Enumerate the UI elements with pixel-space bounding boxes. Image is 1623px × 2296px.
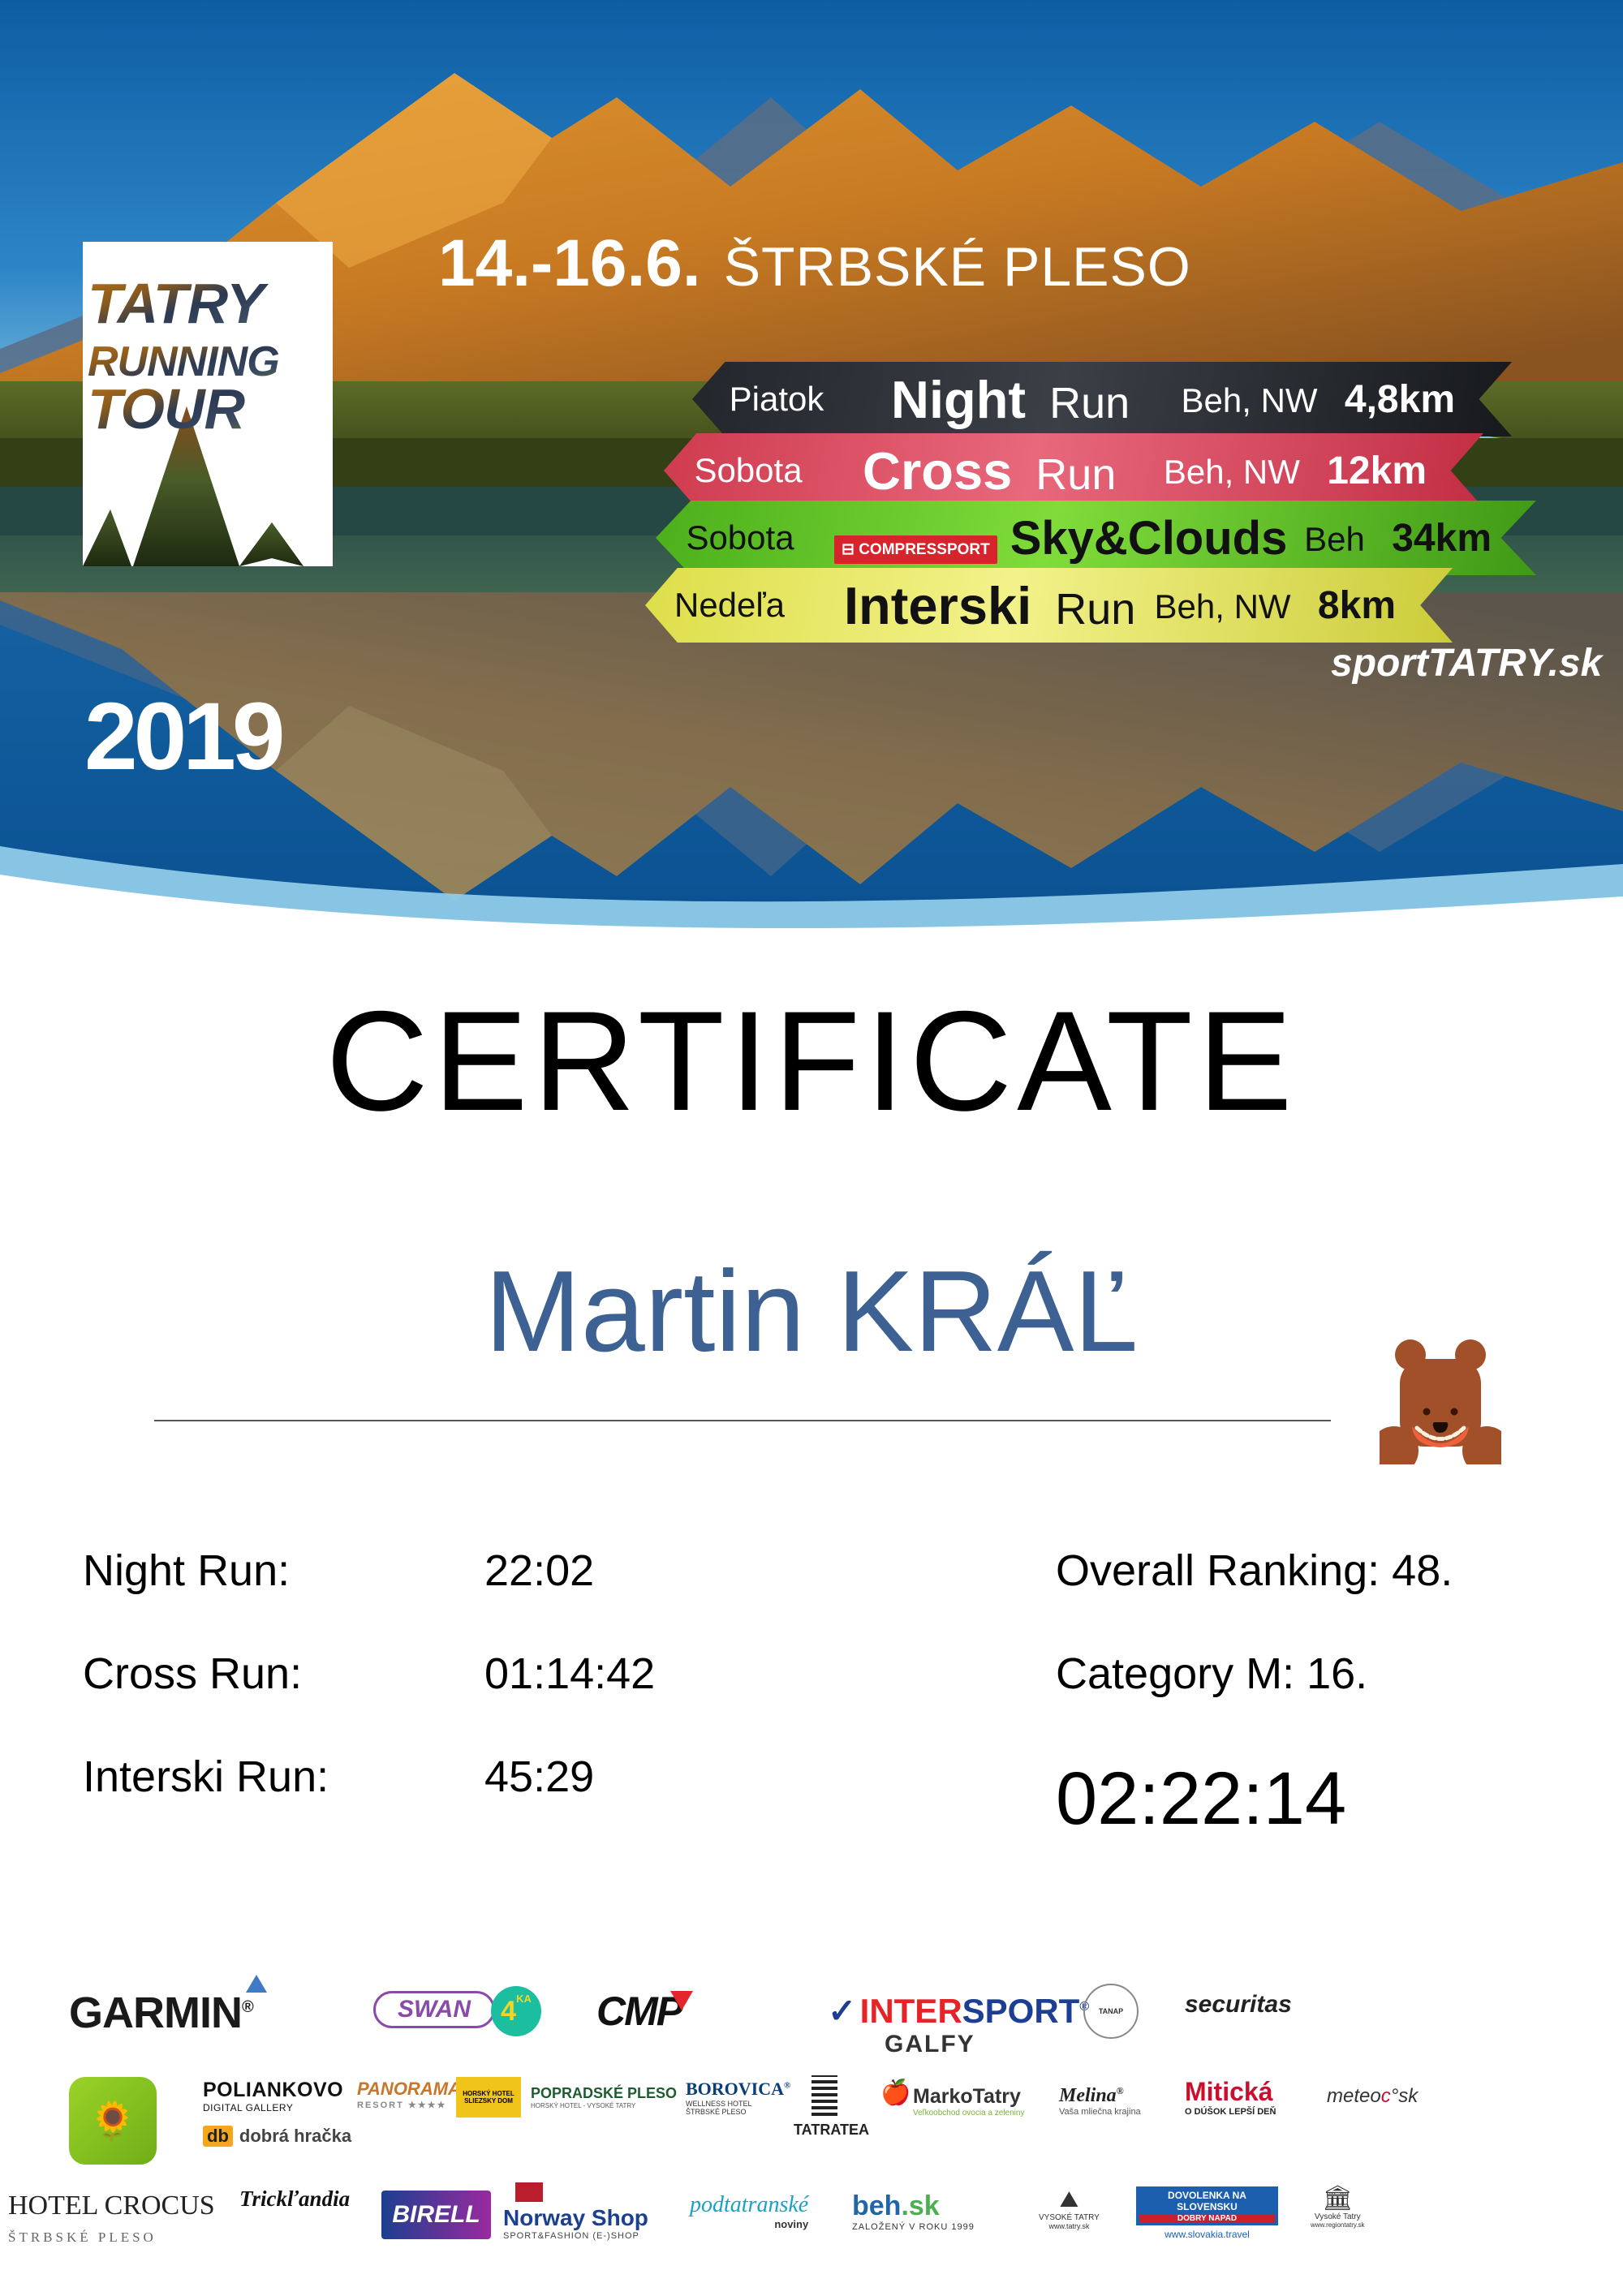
svg-text:2019: 2019 [84,683,282,787]
svg-text:TOUR: TOUR [88,377,245,441]
svg-text:TATRY: TATRY [88,272,269,335]
